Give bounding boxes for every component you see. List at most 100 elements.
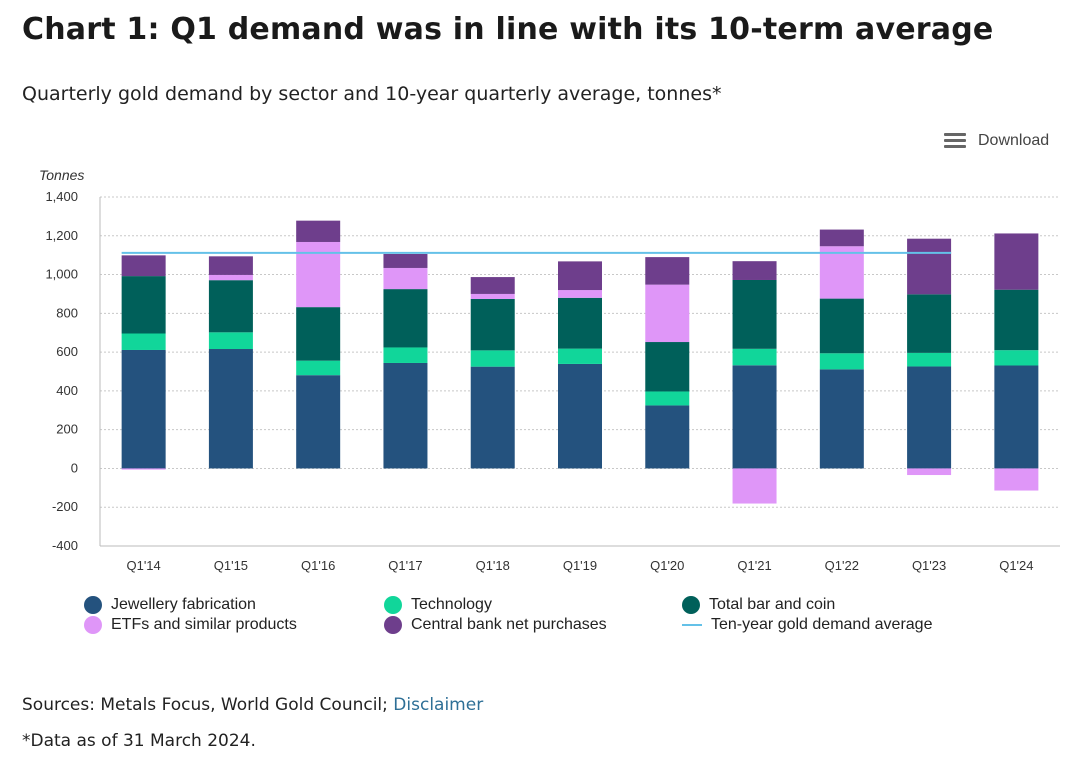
bar-segment	[383, 347, 428, 363]
x-tick-label: Q1'15	[214, 558, 248, 573]
legend-swatch	[384, 596, 402, 614]
bar-segment	[470, 298, 515, 351]
bar-segment	[819, 369, 864, 469]
bar-segment	[732, 468, 777, 504]
legend-item[interactable]: Technology	[384, 596, 492, 614]
bar-segment	[732, 348, 777, 366]
legend-label: Ten-year gold demand average	[711, 616, 933, 633]
x-tick-label: Q1'21	[737, 558, 771, 573]
legend-label: Jewellery fabrication	[111, 596, 256, 613]
gold-demand-chart: -400 -200 0 200 400 600 800 1,000 1,200 1,400 Tonn…	[39, 167, 1060, 573]
bar-segment	[907, 238, 952, 295]
bar-segment	[645, 405, 690, 469]
bar-segment	[732, 365, 777, 469]
legend-swatch	[84, 616, 102, 634]
bar-segment	[296, 220, 341, 242]
y-tick-label: 0	[71, 460, 78, 475]
bar-segment	[819, 353, 864, 370]
bar-segment	[732, 261, 777, 280]
bar-segment	[994, 468, 1039, 491]
disclaimer-link[interactable]: Disclaimer	[393, 695, 484, 715]
bar-segment	[470, 366, 515, 469]
legend-label: Total bar and coin	[709, 596, 836, 613]
y-tick-label: 1,200	[45, 228, 78, 243]
bar-segment	[558, 363, 602, 469]
x-tick-label: Q1'22	[825, 558, 859, 573]
bar-segment	[121, 333, 166, 350]
y-tick-label: 1,000	[45, 267, 78, 282]
bar-segment	[296, 360, 341, 376]
bar-segment	[819, 246, 864, 299]
bar-segment	[470, 293, 515, 299]
bar-segment	[994, 233, 1039, 290]
bar-segment	[819, 229, 864, 247]
bar-segment	[296, 375, 341, 469]
y-axis-label: Tonnes	[39, 167, 84, 183]
bar-segment	[208, 280, 253, 333]
bar-segment	[208, 274, 253, 281]
y-tick-label: -200	[52, 499, 78, 514]
bar-segment	[383, 289, 428, 348]
bar-segment	[994, 350, 1039, 366]
bar-segment	[907, 468, 952, 476]
x-tick-label: Q1'20	[650, 558, 684, 573]
bar-segment	[470, 277, 515, 294]
sources-note: Sources: Metals Focus, World Gold Counci…	[22, 695, 483, 715]
bar-segment	[470, 350, 515, 367]
bar-segment	[558, 261, 602, 291]
bar-segment	[121, 468, 166, 470]
bar-segment	[645, 391, 690, 406]
download-label: Download	[978, 132, 1050, 149]
y-tick-label: 400	[56, 383, 78, 398]
y-tick-label: 200	[56, 422, 78, 437]
bar-segment	[296, 307, 341, 361]
bar-segment	[994, 365, 1039, 469]
bar-segment	[121, 255, 166, 277]
bar-segment	[819, 298, 864, 354]
y-tick-label: -400	[52, 538, 78, 553]
legend-item[interactable]: Ten-year gold demand average	[682, 616, 932, 634]
bar-segment	[645, 342, 690, 392]
legend-item[interactable]: Central bank net purchases	[384, 616, 607, 634]
menu-icon	[944, 133, 966, 149]
y-tick-label: 800	[56, 305, 78, 320]
bar-segment	[383, 267, 428, 290]
bar-segment	[208, 332, 253, 350]
legend-label: ETFs and similar products	[111, 616, 297, 633]
legend-label: Central bank net purchases	[411, 616, 607, 633]
x-tick-label: Q1'16	[301, 558, 335, 573]
legend-item[interactable]: ETFs and similar products	[84, 616, 297, 634]
bar-segment	[383, 254, 428, 268]
bar-segment	[558, 290, 602, 298]
bar-segment	[208, 349, 253, 469]
legend-swatch	[682, 596, 700, 614]
chart-title: Chart 1: Q1 demand was in line with its …	[22, 12, 994, 47]
bar-segment	[907, 294, 952, 353]
bar-segment	[121, 276, 166, 334]
chart-legend: Jewellery fabrication Technology Total bar…	[84, 596, 1064, 640]
y-tick-label: 600	[56, 344, 78, 359]
x-tick-label: Q1'18	[476, 558, 510, 573]
x-tick-label: Q1'23	[912, 558, 946, 573]
bar-segment	[907, 366, 952, 469]
sources-text: Sources: Metals Focus, World Gold Counci…	[22, 695, 394, 715]
x-tick-label: Q1'17	[388, 558, 422, 573]
x-tick-label: Q1'19	[563, 558, 597, 573]
legend-item[interactable]: Jewellery fabrication	[84, 596, 256, 614]
download-button[interactable]: Download	[944, 132, 1049, 150]
legend-swatch	[84, 596, 102, 614]
bar-segment	[383, 362, 428, 469]
footnote: *Data as of 31 March 2024.	[22, 731, 256, 751]
legend-line-swatch	[682, 624, 702, 626]
bar-segment	[558, 348, 602, 364]
legend-item[interactable]: Total bar and coin	[682, 596, 835, 614]
bar-segment	[208, 256, 253, 275]
x-tick-label: Q1'14	[126, 558, 160, 573]
bar-segment	[907, 352, 952, 367]
bar-segment	[994, 289, 1039, 351]
y-tick-label: 1,400	[45, 189, 78, 204]
legend-label: Technology	[411, 596, 492, 613]
x-tick-label: Q1'24	[999, 558, 1033, 573]
bar-segment	[558, 297, 602, 349]
bar-segment	[732, 279, 777, 349]
